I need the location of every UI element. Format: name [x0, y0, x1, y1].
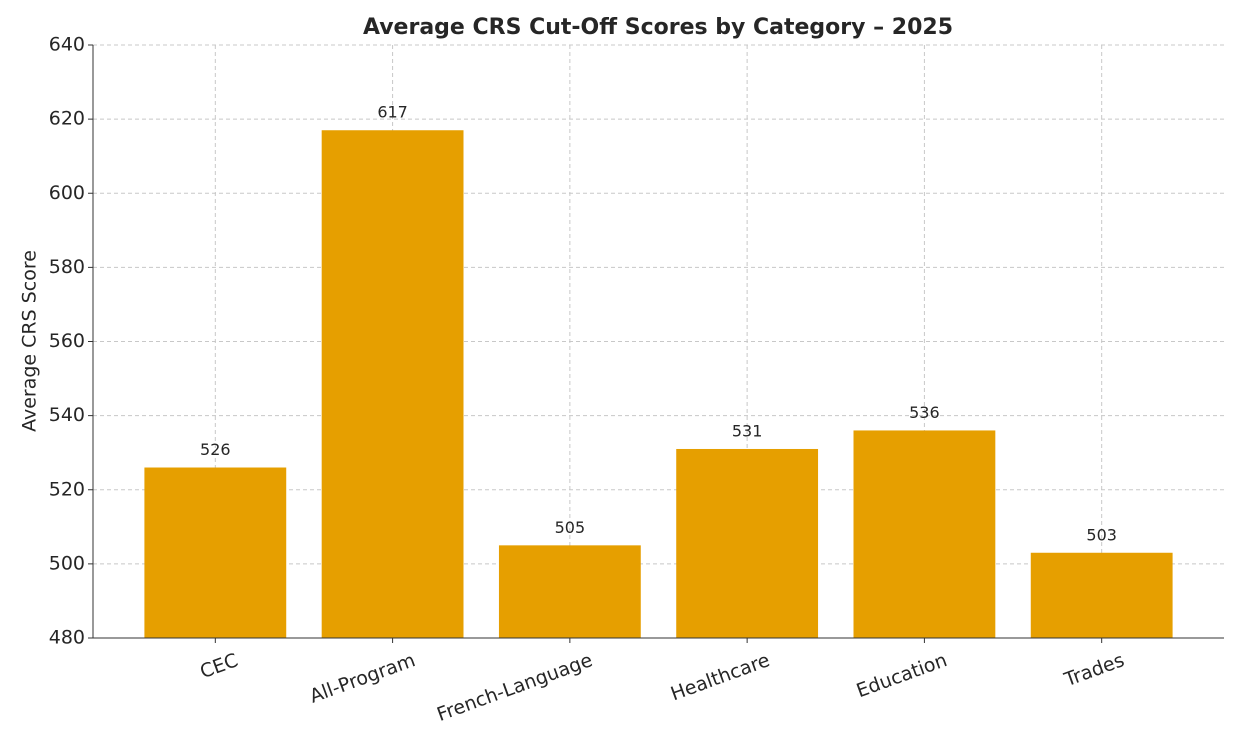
y-tick-label: 600 [49, 182, 85, 204]
bar [1030, 552, 1173, 638]
value-label: 617 [377, 103, 408, 122]
y-tick-label: 540 [49, 404, 85, 426]
y-tick-label: 580 [49, 256, 85, 278]
chart-title: Average CRS Cut-Off Scores by Category –… [363, 15, 953, 40]
bar [321, 130, 464, 638]
x-tick-label: CEC [197, 649, 241, 683]
y-tick-label: 620 [49, 108, 85, 130]
value-label: 531 [732, 421, 763, 440]
bar [853, 430, 996, 638]
value-label: 536 [909, 403, 940, 422]
y-tick-label: 500 [49, 552, 85, 574]
bar [676, 448, 819, 638]
y-tick-label: 640 [49, 34, 85, 56]
x-tick-label: All-Program [307, 649, 418, 707]
x-tick-label: French-Language [434, 649, 595, 726]
value-label: 505 [555, 518, 586, 537]
x-tick-label: Trades [1061, 649, 1128, 691]
y-tick-label: 560 [49, 330, 85, 352]
bar [498, 545, 641, 638]
value-label: 503 [1086, 525, 1117, 544]
y-axis-label: Average CRS Score [19, 250, 41, 432]
y-tick-label: 520 [49, 478, 85, 500]
value-label: 526 [200, 440, 231, 459]
x-tick-label: Education [854, 649, 950, 702]
x-tick-label: Healthcare [668, 649, 773, 705]
y-tick-label: 480 [49, 627, 85, 649]
bar [144, 467, 287, 638]
